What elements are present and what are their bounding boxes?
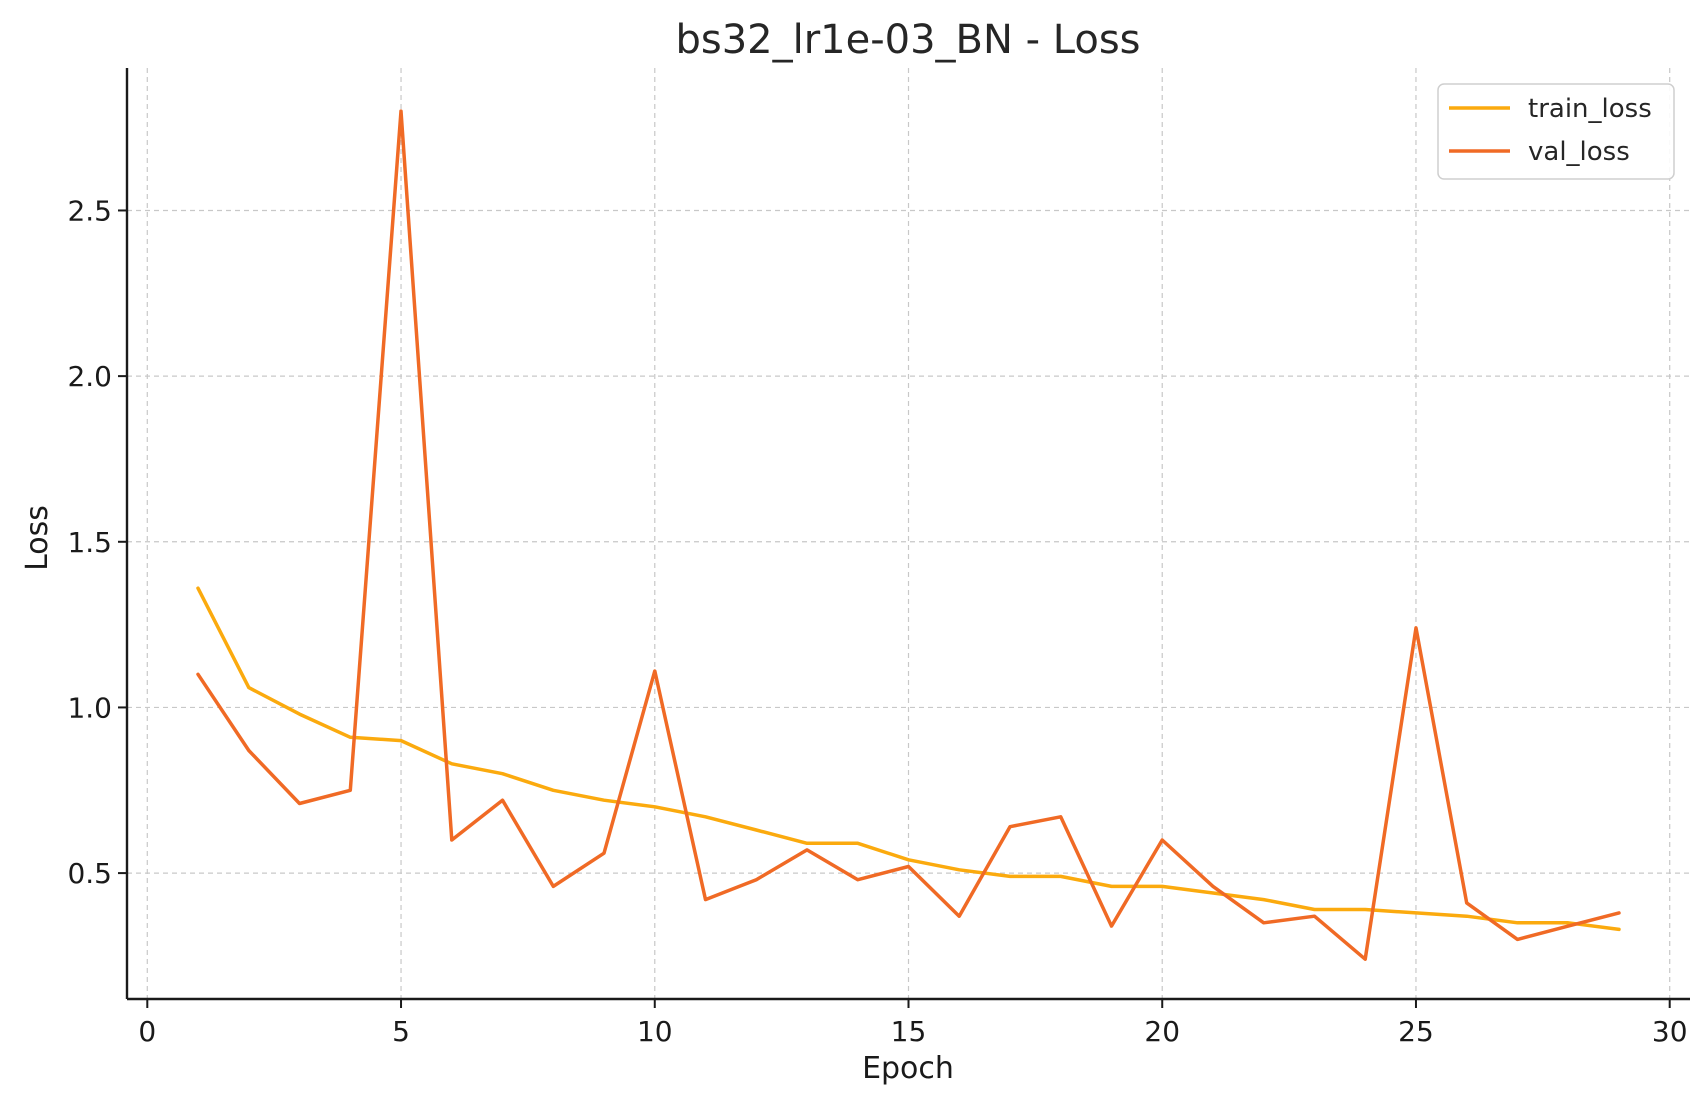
grid bbox=[127, 68, 1690, 999]
x-tick-label: 15 bbox=[891, 1015, 927, 1048]
y-tick-label: 1.0 bbox=[67, 691, 112, 724]
series-lines bbox=[196, 109, 1621, 961]
x-tick-label: 20 bbox=[1144, 1015, 1180, 1048]
legend-label-val-loss: val_loss bbox=[1528, 137, 1630, 167]
legend-label-train-loss: train_loss bbox=[1528, 94, 1652, 124]
legend: train_loss val_loss bbox=[1437, 83, 1675, 180]
x-tick-label: 30 bbox=[1652, 1015, 1688, 1048]
x-tick-label: 5 bbox=[392, 1015, 410, 1048]
y-tick-label: 0.5 bbox=[67, 857, 112, 890]
chart-title: bs32_lr1e-03_BN - Loss bbox=[675, 17, 1140, 63]
series-line-val-loss bbox=[196, 109, 1621, 961]
y-axis-label: Loss bbox=[20, 505, 55, 571]
x-tick-label: 25 bbox=[1398, 1015, 1434, 1048]
y-tick-label: 2.5 bbox=[67, 194, 112, 227]
x-tick-label: 10 bbox=[637, 1015, 673, 1048]
ticks: 0 5 10 15 20 25 30 0.5 1.0 1.5 2.0 2.5 bbox=[67, 194, 1687, 1048]
x-tick-label: 0 bbox=[138, 1015, 156, 1048]
y-tick-label: 1.5 bbox=[67, 526, 112, 559]
series-line-train-loss bbox=[196, 586, 1621, 932]
x-axis-label: Epoch bbox=[862, 1051, 954, 1086]
y-tick-label: 2.0 bbox=[67, 360, 112, 393]
